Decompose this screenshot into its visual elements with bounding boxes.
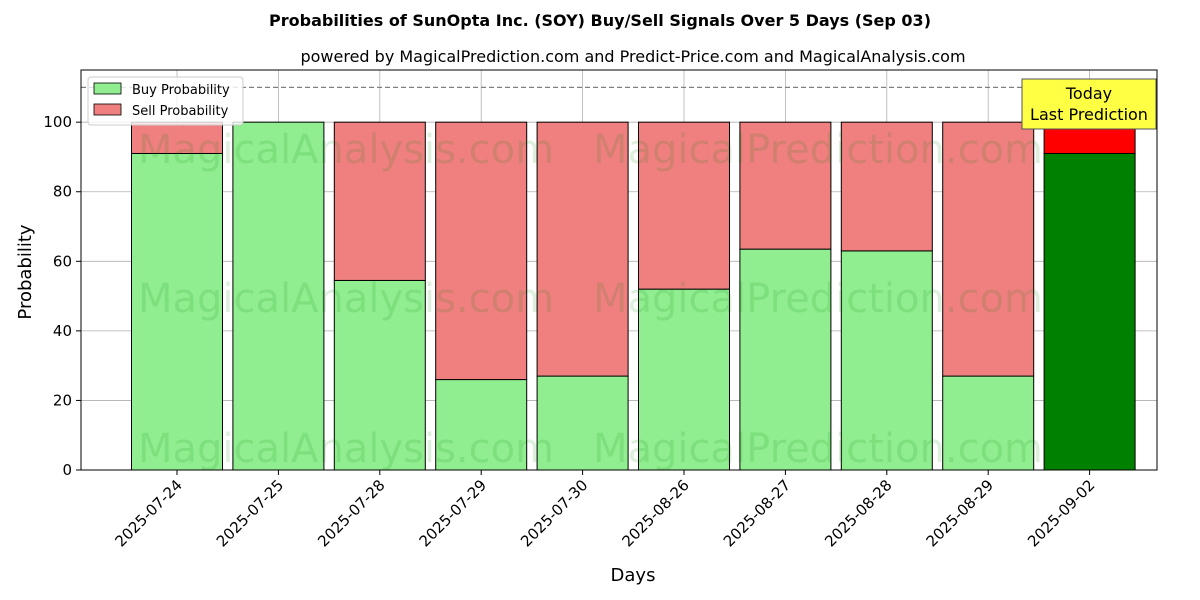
bar-buy-2025-07-29	[435, 379, 528, 471]
x-tick-label: 2025-07-28	[314, 476, 388, 550]
watermark: MagicalAnalysis.com	[138, 127, 554, 173]
bar-sell-2025-08-29	[942, 121, 1035, 377]
x-axis-ticks: 2025-07-24 2025-07-25 2025-07-28 2025-07-29…	[111, 470, 1098, 550]
bar-sell-2025-07-24	[131, 121, 223, 154]
legend-swatch-buy	[93, 82, 122, 95]
x-tick-label: 2025-07-30	[517, 476, 591, 550]
x-tick-label: 2025-08-26	[618, 476, 692, 550]
bar-sell-2025-08-26	[638, 121, 730, 290]
x-tick-label: 2025-07-25	[213, 476, 287, 550]
y-axis-ticks: 0 20 40 60 80 100	[43, 113, 81, 479]
bar-sell-2025-07-30	[536, 121, 629, 377]
legend-label-sell: Sell Probability	[132, 104, 229, 119]
today-annotation: Today Last Prediction	[1021, 78, 1157, 130]
annotation-box	[1021, 78, 1157, 130]
y-tick-label: 40	[53, 322, 72, 340]
bar-buy-2025-07-28	[333, 279, 426, 471]
annotation-line-1: Today	[1065, 84, 1112, 103]
legend-box	[87, 76, 244, 126]
x-tick-label: 2025-09-02	[1024, 476, 1098, 550]
y-tick-label: 100	[43, 113, 72, 131]
legend-swatch-sell	[93, 103, 122, 116]
watermark: MagicalAnalysis.com	[138, 276, 554, 322]
y-tick-label: 0	[62, 461, 72, 479]
legend: Buy Probability Sell Probability	[87, 76, 244, 126]
x-tick-label: 2025-08-27	[720, 476, 794, 550]
bar-buy-2025-09-02	[1043, 152, 1136, 471]
bar-buy-2025-07-24	[131, 152, 223, 471]
bars	[131, 121, 1136, 471]
x-tick-label: 2025-08-28	[821, 476, 895, 550]
watermark: MagicalPrediction.com	[593, 426, 1043, 472]
watermarks: MagicalAnalysis.com MagicalPrediction.com…	[138, 127, 1043, 472]
watermark: MagicalAnalysis.com	[138, 426, 554, 472]
x-axis-label: Days	[611, 565, 656, 586]
bar-buy-2025-08-26	[638, 288, 730, 471]
bar-sell-2025-08-28	[840, 121, 933, 252]
annotation-line-2: Last Prediction	[1030, 105, 1148, 124]
bar-buy-2025-08-29	[942, 375, 1035, 471]
y-tick-label: 20	[53, 391, 72, 409]
y-tick-label: 80	[53, 183, 72, 201]
bar-buy-2025-08-27	[739, 248, 832, 471]
x-tick-label: 2025-08-29	[923, 476, 997, 550]
watermark: MagicalPrediction.com	[593, 276, 1043, 322]
x-tick-label: 2025-07-29	[416, 476, 490, 550]
bar-sell-2025-07-28	[333, 121, 426, 281]
bar-buy-2025-08-28	[840, 250, 933, 471]
bar-sell-2025-07-29	[435, 121, 528, 381]
bar-sell-2025-08-27	[739, 121, 832, 250]
watermark: MagicalPrediction.com	[593, 127, 1043, 173]
y-axis-label: Probability	[15, 224, 36, 319]
plot-frame	[80, 69, 1158, 471]
legend-label-buy: Buy Probability	[132, 83, 230, 98]
chart-title: Probabilities of SunOpta Inc. (SOY) Buy/…	[269, 11, 931, 30]
chart-subtitle: powered by MagicalPrediction.com and Pre…	[300, 47, 965, 66]
y-tick-label: 60	[53, 252, 72, 270]
x-tick-label: 2025-07-24	[111, 476, 185, 550]
